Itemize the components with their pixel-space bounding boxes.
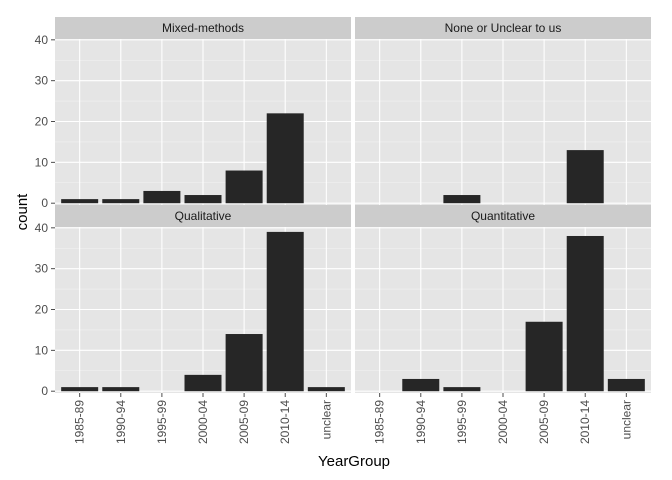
bar-2010-14: [266, 231, 304, 392]
bar-2000-04: [184, 374, 222, 392]
x-tick-label: unclear: [319, 400, 333, 439]
y-axes-layer: 0 10 20 30 40 0 10 20 30 40: [35, 33, 55, 398]
bar-1995-99: [143, 190, 181, 204]
x-tick-label: 1990-94: [414, 400, 428, 444]
y-tick-label: 20: [35, 303, 49, 317]
bar-unclear: [307, 387, 345, 392]
panel-0: Mixed-methods: [55, 17, 351, 205]
x-tick-label: 1985-89: [73, 400, 87, 444]
bar-1985-89: [61, 387, 99, 392]
x-tick-label: 1995-99: [155, 400, 169, 444]
y-tick-label: 10: [35, 343, 49, 357]
facet-title: Quantitative: [471, 209, 535, 223]
x-tick-label: 2000-04: [196, 400, 210, 444]
bar-1995-99: [443, 195, 481, 204]
y-tick-label: 40: [35, 221, 49, 235]
y-tick-label: 0: [41, 196, 48, 210]
facet-strip: [55, 17, 351, 39]
x-axis-title: YearGroup: [318, 453, 390, 470]
x-tick-label: 1985-89: [373, 400, 387, 444]
bar-2010-14: [566, 150, 604, 204]
bar-unclear: [607, 378, 645, 392]
x-tick-label: unclear: [619, 400, 633, 439]
x-tick-label: 2010-14: [278, 400, 292, 444]
facet-title: Mixed-methods: [162, 21, 244, 35]
x-tick-label: 2010-14: [578, 400, 592, 444]
bar-2005-09: [225, 170, 263, 204]
facet-strip: [355, 17, 651, 39]
y-tick-label: 40: [35, 33, 49, 47]
y-tick-label: 30: [35, 262, 49, 276]
panel-1: None or Unclear to us: [355, 17, 651, 205]
x-tick-label: 2005-09: [537, 400, 551, 444]
panel-2: Qualitative: [55, 205, 351, 393]
facet-title: Qualitative: [175, 209, 232, 223]
y-tick-label: 20: [35, 115, 49, 129]
x-axes-layer: 1985-89 1990-94 1995-99 2000-04 2005-09 2010-…: [73, 393, 633, 444]
y-tick-label: 30: [35, 74, 49, 88]
bar-1995-99: [443, 387, 481, 392]
bar-1990-94: [102, 199, 140, 204]
facet-title: None or Unclear to us: [445, 21, 562, 35]
facet-strip: [55, 205, 351, 227]
facet-strip: [355, 205, 651, 227]
bar-1990-94: [102, 387, 140, 392]
bar-1990-94: [402, 378, 440, 392]
panels-layer: Mixed-methods None or Unclear to us Qualit…: [55, 17, 651, 393]
bar-1985-89: [61, 199, 99, 204]
x-tick-label: 2005-09: [237, 400, 251, 444]
bar-2000-04: [184, 195, 222, 204]
y-tick-label: 10: [35, 155, 49, 169]
bar-2010-14: [566, 235, 604, 392]
panel-3: Quantitative: [355, 205, 651, 393]
bar-2010-14: [266, 113, 304, 204]
bar-2005-09: [225, 334, 263, 392]
x-tick-label: 1990-94: [114, 400, 128, 444]
y-tick-label: 0: [41, 384, 48, 398]
x-tick-label: 1995-99: [455, 400, 469, 444]
bar-2005-09: [525, 321, 563, 392]
x-tick-label: 2000-04: [496, 400, 510, 444]
y-axis-title: count: [14, 193, 31, 231]
